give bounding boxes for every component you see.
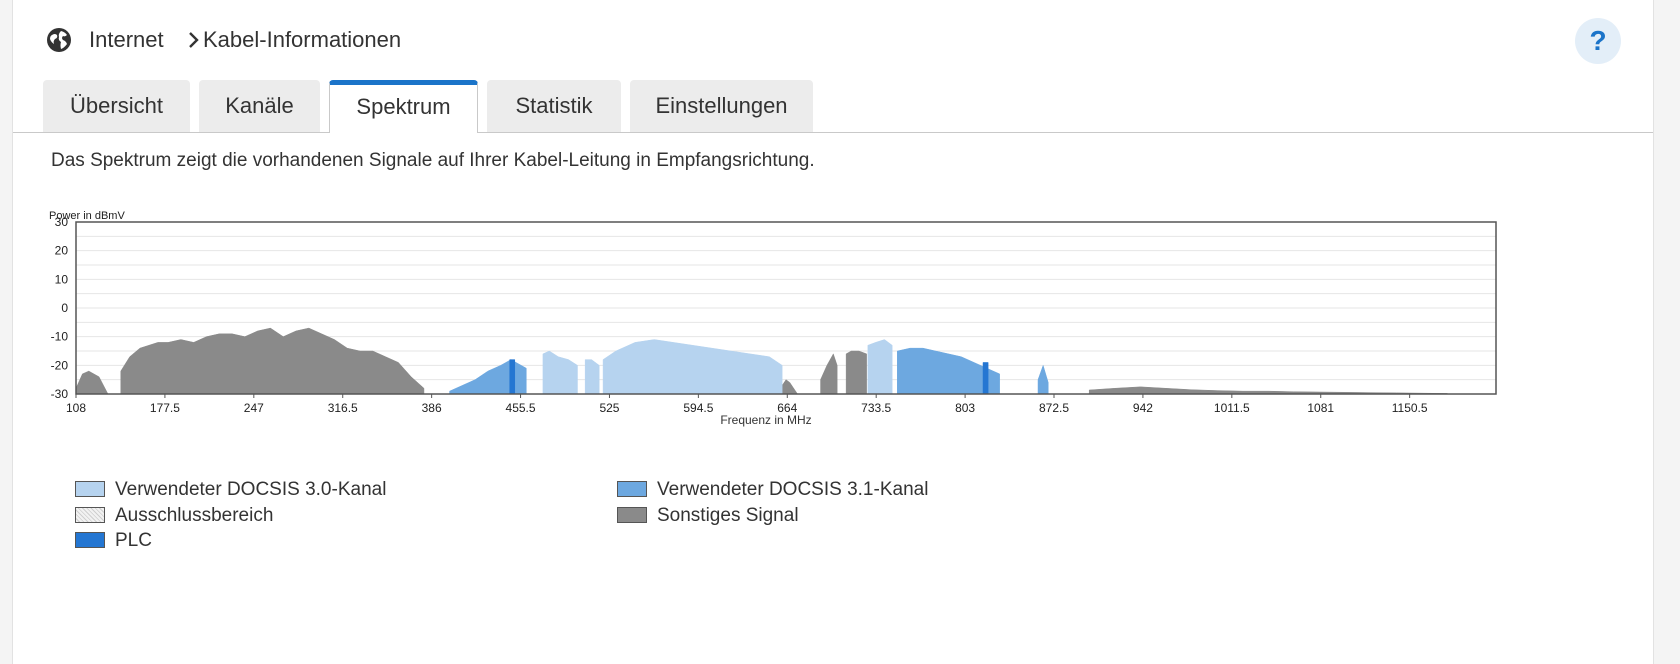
x-tick-label: 1150.5 bbox=[1392, 401, 1428, 415]
x-tick-label: 108 bbox=[66, 401, 86, 415]
x-tick-label: 247 bbox=[244, 401, 264, 415]
legend-swatch bbox=[75, 532, 105, 548]
x-tick-label: 664 bbox=[777, 401, 797, 415]
x-tick-label: 525 bbox=[599, 401, 619, 415]
series-area-other bbox=[120, 327, 425, 395]
legend-label: Ausschlussbereich bbox=[115, 505, 274, 526]
series-area-docsis30 bbox=[542, 350, 578, 395]
series-area-docsis30 bbox=[584, 359, 600, 395]
series-area-docsis31 bbox=[897, 347, 1000, 395]
spectrum-description: Das Spektrum zeigt die vorhandenen Signa… bbox=[51, 150, 815, 171]
x-tick-label: 872.5 bbox=[1039, 401, 1069, 415]
tab-bar: Übersicht Kanäle Spektrum Statistik Eins… bbox=[13, 80, 1653, 133]
plot-frame bbox=[75, 221, 1497, 395]
tab-statistik[interactable]: Statistik bbox=[487, 80, 621, 132]
tab-kanaele[interactable]: Kanäle bbox=[199, 80, 320, 132]
x-axis-label: Frequenz in MHz bbox=[720, 413, 811, 427]
x-tick-label: 316.5 bbox=[328, 401, 358, 415]
series-area-plc bbox=[982, 362, 989, 395]
series-area-other bbox=[845, 350, 867, 395]
y-tick-label: -30 bbox=[51, 387, 69, 401]
legend-label: Verwendeter DOCSIS 3.0-Kanal bbox=[115, 479, 387, 500]
x-tick-label: 1011.5 bbox=[1214, 401, 1250, 415]
legend-label: Verwendeter DOCSIS 3.1-Kanal bbox=[657, 479, 929, 500]
tab-uebersicht[interactable]: Übersicht bbox=[43, 80, 190, 132]
y-tick-label: 30 bbox=[55, 215, 69, 229]
legend-swatch bbox=[617, 507, 647, 523]
legend-swatch bbox=[75, 507, 105, 523]
y-axis-label: Power in dBmV bbox=[49, 210, 125, 222]
globe-icon bbox=[47, 28, 71, 52]
chevron-right-icon bbox=[189, 32, 199, 48]
x-tick-label: 803 bbox=[955, 401, 975, 415]
y-tick-label: 0 bbox=[61, 301, 68, 315]
x-tick-label: 594.5 bbox=[683, 401, 713, 415]
x-tick-label: 386 bbox=[422, 401, 442, 415]
y-tick-label: -10 bbox=[51, 330, 69, 344]
series-area-other bbox=[1088, 386, 1448, 395]
y-tick-label: 20 bbox=[55, 244, 69, 258]
legend-label: PLC bbox=[115, 530, 152, 551]
y-tick-label: -20 bbox=[51, 358, 69, 372]
tab-einstellungen[interactable]: Einstellungen bbox=[630, 80, 813, 132]
x-tick-label: 942 bbox=[1133, 401, 1153, 415]
help-button[interactable]: ? bbox=[1575, 18, 1621, 64]
x-tick-label: 1081 bbox=[1307, 401, 1334, 415]
x-tick-label: 733.5 bbox=[861, 401, 891, 415]
legend-swatch bbox=[75, 481, 105, 497]
x-tick-label: 455.5 bbox=[506, 401, 536, 415]
legend-label: Sonstiges Signal bbox=[657, 505, 799, 526]
breadcrumb-current: Kabel-Informationen bbox=[203, 27, 402, 52]
x-tick-label: 177.5 bbox=[150, 401, 180, 415]
breadcrumb-root[interactable]: Internet bbox=[89, 27, 164, 52]
y-tick-label: 10 bbox=[55, 272, 69, 286]
legend-swatch bbox=[617, 481, 647, 497]
tab-spektrum[interactable]: Spektrum bbox=[329, 80, 478, 133]
series-area-docsis30 bbox=[867, 339, 893, 395]
series-area-docsis31 bbox=[449, 359, 527, 395]
series-area-docsis30 bbox=[602, 339, 783, 395]
series-area-plc bbox=[509, 359, 516, 395]
cable-info-panel: Internet Kabel-Informationen ? Übersicht… bbox=[12, 0, 1654, 664]
header-bar: Internet Kabel-Informationen ? bbox=[13, 0, 1653, 80]
